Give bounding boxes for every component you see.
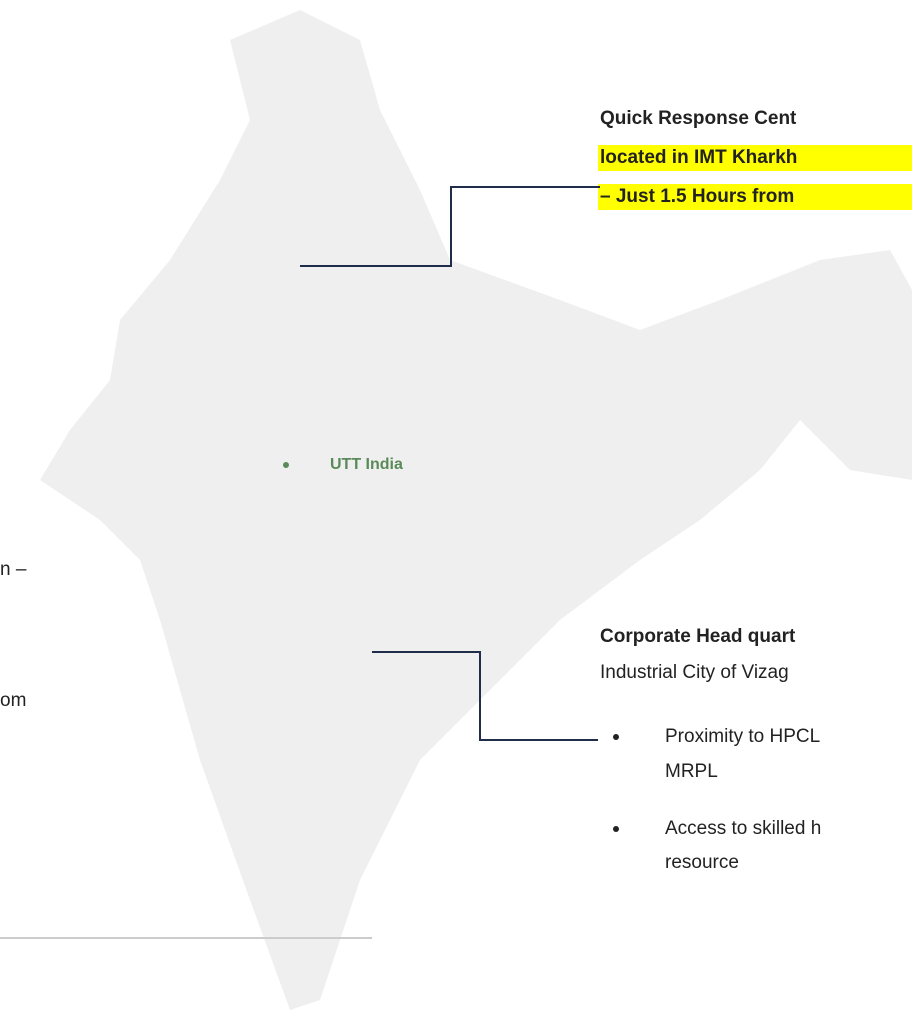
- map-label: UTT India: [330, 456, 403, 473]
- bullet-text: MRPL: [665, 761, 718, 782]
- highlight: [598, 145, 912, 171]
- callout-title: Corporate Head quart: [600, 626, 796, 647]
- bullet: [283, 462, 289, 468]
- bullet: [613, 734, 619, 740]
- highlight: [598, 184, 912, 210]
- bullet-text: Proximity to HPCL: [665, 726, 820, 747]
- connector: [372, 651, 598, 741]
- bullet-text: resource: [665, 852, 739, 873]
- callout-title: Quick Response Cent: [600, 108, 797, 129]
- india-map: [40, 10, 912, 1010]
- left-fragment: n –: [0, 559, 27, 580]
- left-fragment: om: [0, 690, 26, 711]
- callout-line: located in IMT Kharkh: [600, 147, 797, 168]
- bullet-text: Access to skilled h: [665, 818, 821, 839]
- callout-subtitle: Industrial City of Vizag: [600, 662, 789, 683]
- callout-line: – Just 1.5 Hours from: [600, 186, 794, 207]
- bullet: [613, 826, 619, 832]
- connector: [300, 186, 600, 267]
